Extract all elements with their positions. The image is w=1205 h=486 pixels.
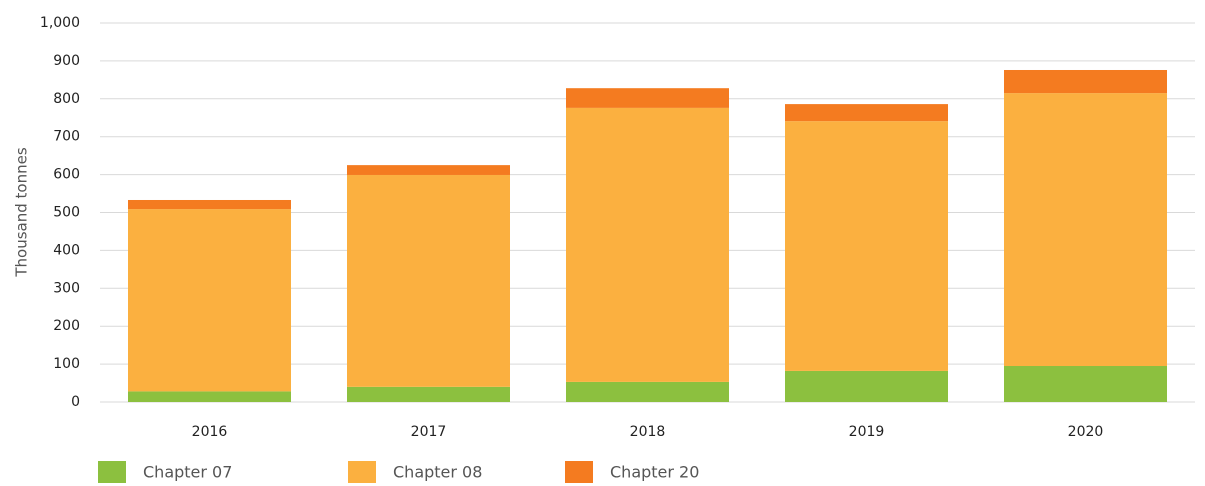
- y-tick-label: 0: [71, 394, 80, 410]
- bar-segment: [566, 107, 729, 382]
- legend-label: Chapter 07: [143, 463, 232, 482]
- legend-swatch: [565, 461, 593, 483]
- bar-segment: [1004, 365, 1167, 402]
- y-tick-label: 400: [53, 242, 80, 258]
- bar-segment: [785, 104, 948, 122]
- bar-segment: [785, 370, 948, 402]
- y-tick-label: 300: [53, 280, 80, 296]
- x-tick-label: 2016: [192, 424, 228, 440]
- bar-segment: [128, 199, 291, 210]
- bar-segment: [566, 381, 729, 402]
- bar-segment: [347, 165, 510, 175]
- y-tick-label: 100: [53, 356, 80, 372]
- legend-swatch: [348, 461, 376, 483]
- x-tick-label: 2020: [1068, 424, 1104, 440]
- bar-segment: [347, 174, 510, 387]
- bar-segment: [347, 386, 510, 402]
- bar-segment: [1004, 93, 1167, 366]
- legend-label: Chapter 20: [610, 463, 699, 482]
- x-tick-label: 2019: [849, 424, 885, 440]
- bar-segment: [785, 121, 948, 371]
- y-tick-label: 600: [53, 167, 80, 183]
- y-tick-label: 900: [53, 53, 80, 69]
- y-tick-label: 700: [53, 129, 80, 145]
- bar-segment: [1004, 69, 1167, 94]
- x-tick-label: 2018: [630, 424, 666, 440]
- bar-segment: [128, 391, 291, 402]
- x-tick-label: 2017: [411, 424, 447, 440]
- bar-segment: [566, 88, 729, 108]
- y-axis-label: Thousand tonnes: [13, 147, 31, 277]
- y-tick-label: 800: [53, 91, 80, 107]
- bar-segment: [128, 209, 291, 392]
- legend-swatch: [98, 461, 126, 483]
- legend-label: Chapter 08: [393, 463, 482, 482]
- y-tick-label: 500: [53, 205, 80, 221]
- y-tick-label: 1,000: [40, 15, 80, 31]
- y-tick-label: 200: [53, 318, 80, 334]
